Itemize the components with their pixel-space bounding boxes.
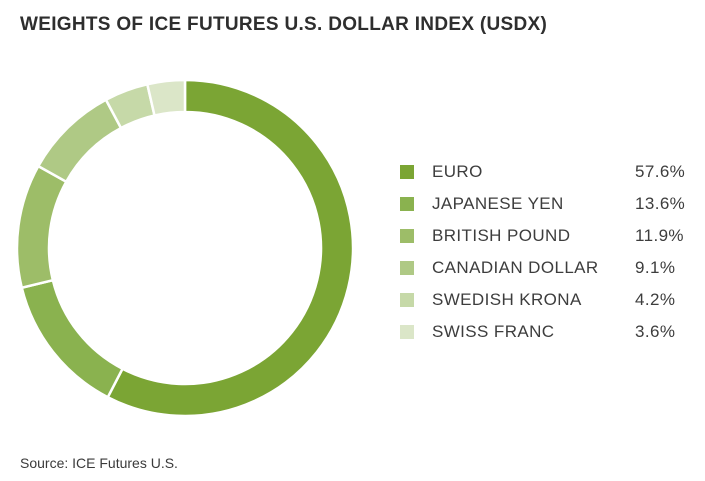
legend-label: JAPANESE YEN [432, 194, 564, 213]
donut-slice-swiss-franc [145, 78, 187, 117]
legend-label: CANADIAN DOLLAR [432, 258, 599, 277]
legend-value: 9.1% [635, 258, 676, 277]
legend-label: EURO [432, 162, 483, 181]
legend-value: 4.2% [635, 290, 676, 309]
legend-value: 57.6% [635, 162, 686, 181]
legend-value: 11.9% [635, 226, 684, 245]
legend-swatch [400, 197, 414, 211]
legend-item-swiss-franc: SWISS FRANC 3.6% [400, 316, 700, 348]
legend-swatch [400, 165, 414, 179]
chart-title: WEIGHTS OF ICE FUTURES U.S. DOLLAR INDEX… [20, 14, 548, 35]
legend-item-swedish-krona: SWEDISH KRONA 4.2% [400, 284, 700, 316]
legend-value: 3.6% [635, 322, 676, 341]
legend-label: SWEDISH KRONA [432, 290, 582, 309]
legend-label: SWISS FRANC [432, 322, 555, 341]
legend-label: BRITISH POUND [432, 226, 571, 245]
legend-item-canadian-dollar: CANADIAN DOLLAR 9.1% [400, 252, 700, 284]
legend-swatch [400, 325, 414, 339]
legend-swatch [400, 293, 414, 307]
donut-slice-euro [106, 78, 355, 418]
donut-slice-british-pound [15, 164, 68, 290]
legend-item-japanese-yen: JAPANESE YEN 13.6% [400, 188, 700, 220]
legend-swatch [400, 229, 414, 243]
legend-swatch [400, 261, 414, 275]
legend-item-euro: EURO 57.6% [400, 156, 700, 188]
legend: EURO 57.6% JAPANESE YEN 13.6% BRITISH POUND 1… [400, 156, 700, 348]
donut-slice-japanese-yen [20, 278, 125, 399]
donut-slice-canadian-dollar [36, 98, 123, 184]
source-note: Source: ICE Futures U.S. [20, 455, 178, 471]
donut-chart [15, 78, 355, 418]
legend-value: 13.6% [635, 194, 686, 213]
legend-item-british-pound: BRITISH POUND 11.9% [400, 220, 700, 252]
